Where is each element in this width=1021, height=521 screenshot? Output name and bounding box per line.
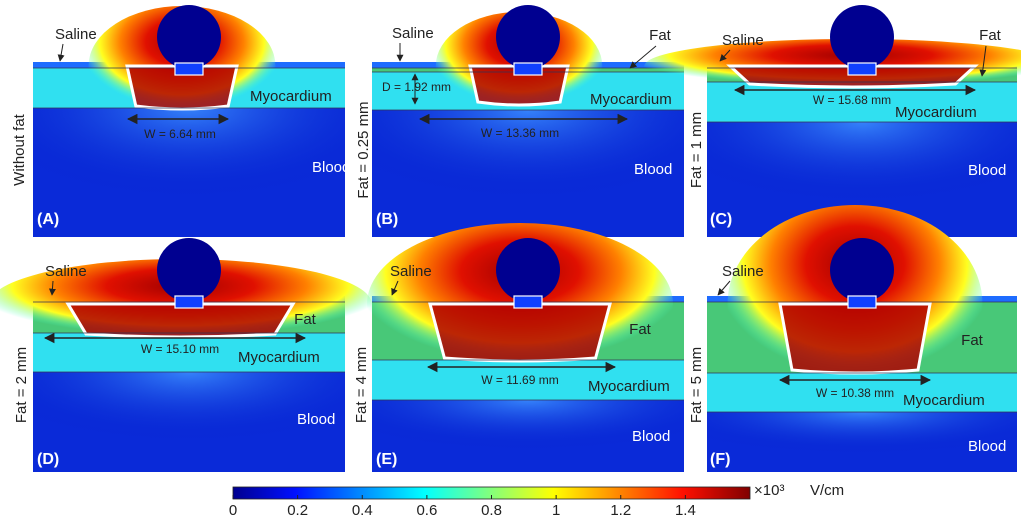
myocardium-label: Myocardium xyxy=(590,91,672,108)
saline-label: Saline xyxy=(722,32,764,49)
blood-label: Blood xyxy=(968,438,1006,455)
depth-label: D = 1.92 mm xyxy=(382,80,451,94)
saline-pointer xyxy=(60,44,63,61)
fat-label: Fat xyxy=(961,332,984,349)
side-label: Fat = 0.25 mm xyxy=(355,101,372,198)
electrode xyxy=(157,238,221,302)
colorbar-tick-label: 1 xyxy=(552,502,560,519)
myocardium-label: Myocardium xyxy=(895,104,977,121)
blood-label: Blood xyxy=(634,161,672,178)
colorbar-tick-label: 1.2 xyxy=(610,502,631,519)
colorbar-tick-label: 0.4 xyxy=(352,502,373,519)
electrode-tip xyxy=(514,296,542,308)
electrode xyxy=(157,5,221,69)
panel-label: (F) xyxy=(710,451,730,468)
electrode-tip xyxy=(848,296,876,308)
panel: Saline Fat Myocardium W = 15.68 mm Blood (C) F… xyxy=(644,5,1021,237)
myocardium-label: Myocardium xyxy=(903,392,985,409)
myocardium-label: Myocardium xyxy=(250,88,332,105)
width-label: W = 10.38 mm xyxy=(816,386,894,400)
panel: Saline Fat D = 1.92 mm Myocardium W = 13.36 … xyxy=(355,5,684,237)
blood-label: Blood xyxy=(632,428,670,445)
fat-label: Fat xyxy=(294,311,317,328)
myocardium-label: Myocardium xyxy=(238,349,320,366)
panel: Saline Fat Myocardium W = 10.38 mm Blood (F) F… xyxy=(688,205,1017,472)
saline-label: Saline xyxy=(392,25,434,42)
saline-pointer xyxy=(718,281,730,295)
side-label: Fat = 2 mm xyxy=(13,347,30,423)
colorbar-tick-label: 0.2 xyxy=(287,502,308,519)
width-label: W = 15.10 mm xyxy=(141,342,219,356)
colorbar-unit: V/cm xyxy=(810,482,844,499)
colorbar-tick-label: 0.8 xyxy=(481,502,502,519)
panel-label: (A) xyxy=(37,211,59,228)
saline-label: Saline xyxy=(55,26,97,43)
width-label: W = 11.69 mm xyxy=(481,373,558,387)
electrode-tip xyxy=(175,296,203,308)
lesion xyxy=(780,304,930,373)
figure: Saline Myocardium W = 6.64 mm Blood (A) Witho… xyxy=(0,0,1021,521)
myocardium-label: Myocardium xyxy=(588,378,670,395)
electrode-tip xyxy=(514,63,542,75)
colorbar-tick-label: 1.4 xyxy=(675,502,696,519)
panel: Saline Myocardium W = 6.64 mm Blood (A) Witho… xyxy=(11,5,350,237)
width-label: W = 13.36 mm xyxy=(481,126,559,140)
side-label: Fat = 5 mm xyxy=(688,347,705,423)
saline-label: Saline xyxy=(45,263,87,280)
lesion xyxy=(68,304,293,337)
electrode xyxy=(496,238,560,302)
lesion xyxy=(430,304,610,361)
electrode xyxy=(496,5,560,69)
blood-label: Blood xyxy=(297,411,335,428)
fat-label: Fat xyxy=(629,321,652,338)
saline-label: Saline xyxy=(390,263,432,280)
electrode xyxy=(830,5,894,69)
side-label: Fat = 4 mm xyxy=(353,347,370,423)
panel: Saline Fat Myocardium W = 11.69 mm Blood (E) F… xyxy=(353,223,684,472)
panel-label: (D) xyxy=(37,451,59,468)
panel-label: (E) xyxy=(376,451,397,468)
colorbar-multiplier: ×10³ xyxy=(754,482,784,499)
panel: Saline Fat Myocardium W = 15.10 mm Blood (D) F… xyxy=(0,238,372,472)
width-label: W = 15.68 mm xyxy=(813,93,891,107)
saline-label: Saline xyxy=(722,263,764,280)
blood-label: Blood xyxy=(968,162,1006,179)
side-label: Without fat xyxy=(11,113,28,186)
panel-label: (B) xyxy=(376,211,398,228)
side-label: Fat = 1 mm xyxy=(688,112,705,188)
fat-label: Fat xyxy=(979,27,1002,44)
electrode-tip xyxy=(175,63,203,75)
electrode-tip xyxy=(848,63,876,75)
blood-label: Blood xyxy=(312,159,350,176)
panel-label: (C) xyxy=(710,211,732,228)
fat-label: Fat xyxy=(649,27,672,44)
colorbar-tick-label: 0 xyxy=(229,502,237,519)
electrode xyxy=(830,238,894,302)
width-label: W = 6.64 mm xyxy=(144,127,216,141)
colorbar-tick-label: 0.6 xyxy=(416,502,437,519)
